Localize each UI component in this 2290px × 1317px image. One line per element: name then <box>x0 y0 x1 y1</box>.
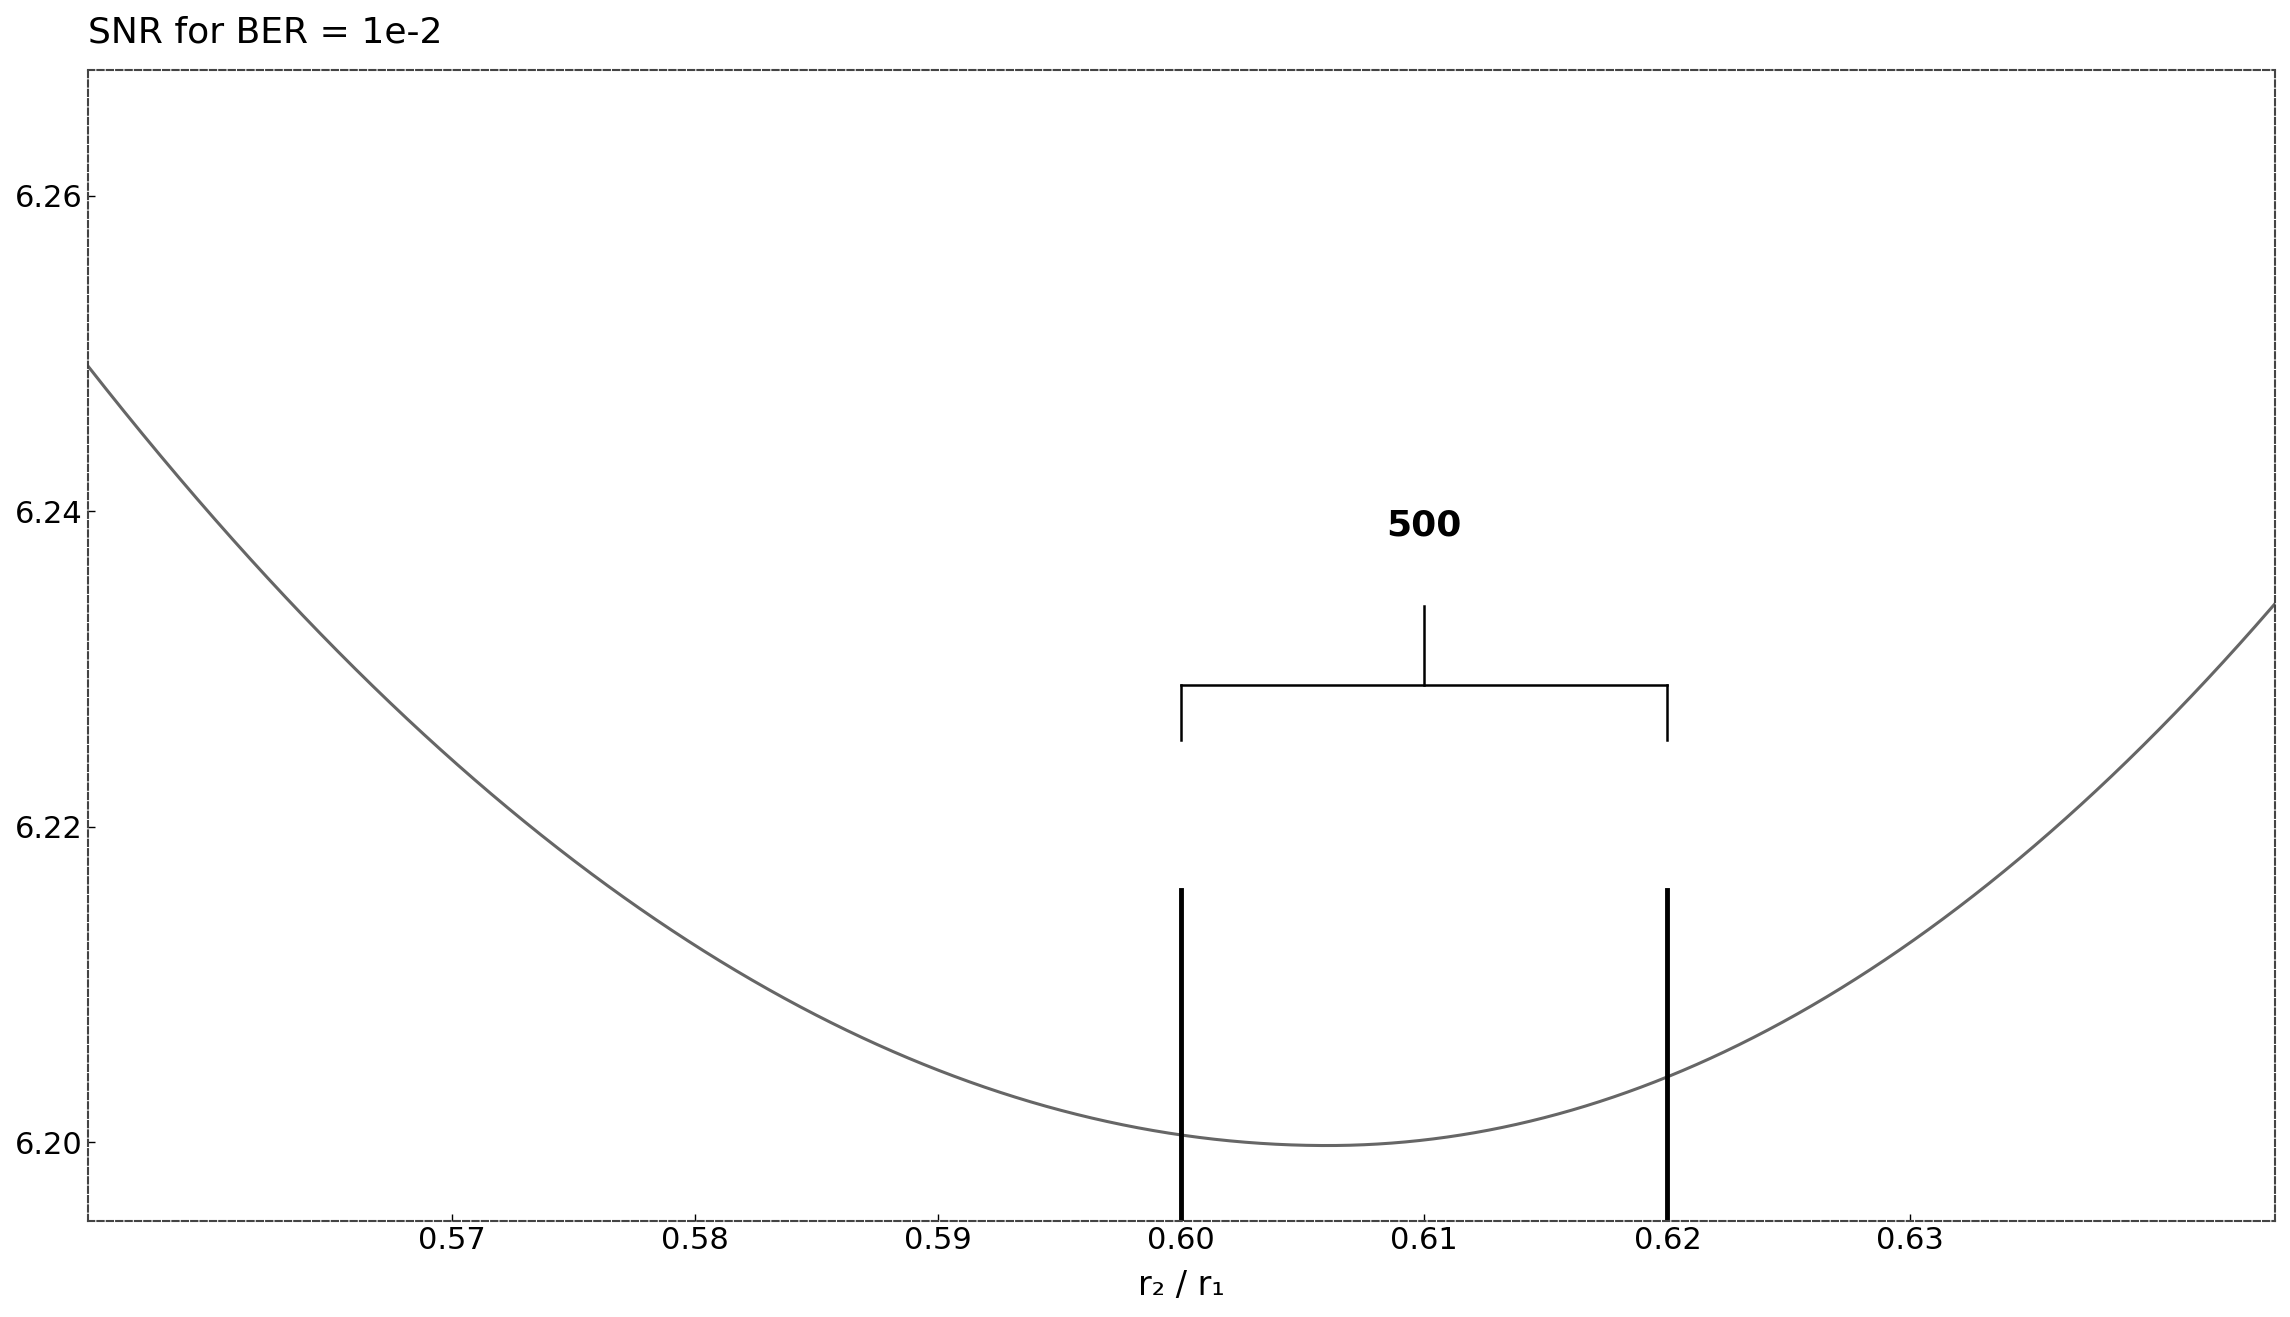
X-axis label: r₂ / r₁: r₂ / r₁ <box>1138 1270 1225 1303</box>
Text: 500: 500 <box>1388 508 1461 543</box>
Text: SNR for BER = 1e-2: SNR for BER = 1e-2 <box>87 14 442 49</box>
